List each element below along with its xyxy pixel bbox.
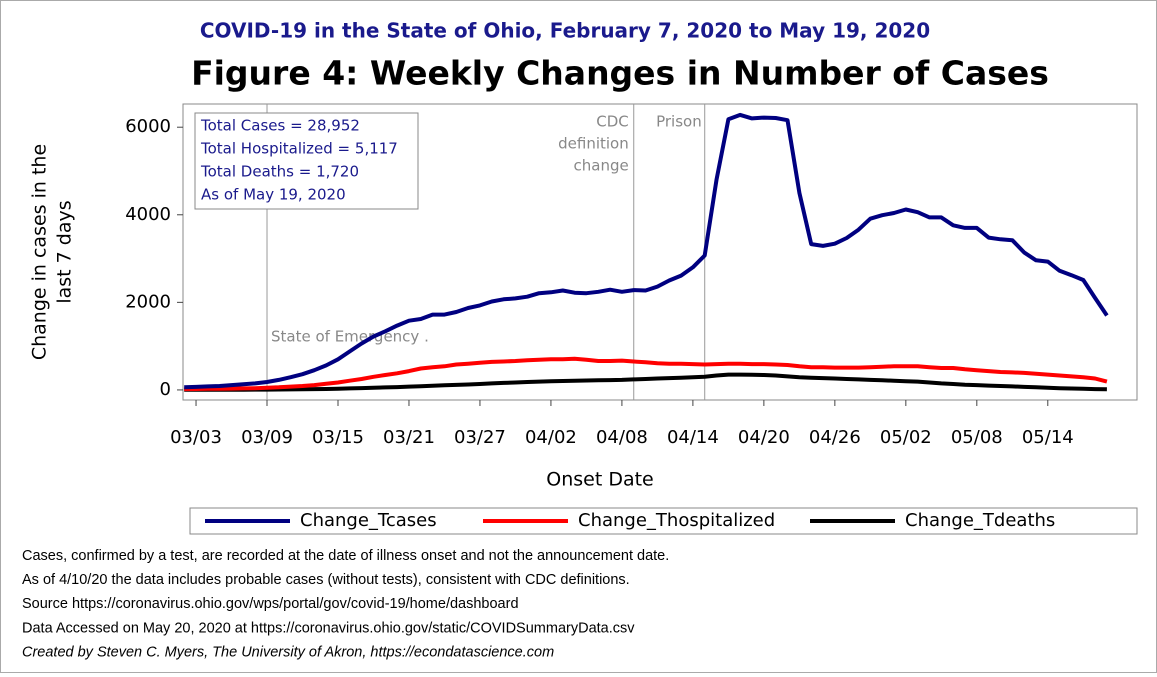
x-tick-label: 03/15: [312, 427, 364, 448]
x-tick-label: 04/14: [667, 427, 719, 448]
legend-label: Change_Thospitalized: [578, 510, 775, 531]
annotation: CDC: [596, 113, 629, 131]
x-tick-label: 03/03: [170, 427, 222, 448]
chart-title: Figure 4: Weekly Changes in Number of Ca…: [191, 54, 1049, 93]
info-text: Total Deaths = 1,720: [200, 163, 359, 181]
annotation: definition: [558, 135, 629, 153]
x-tick-label: 05/14: [1022, 427, 1074, 448]
footnote: Created by Steven C. Myers, The Universi…: [22, 645, 554, 661]
footnote: As of 4/10/20 the data includes probable…: [22, 572, 630, 588]
info-text: Total Cases = 28,952: [200, 117, 360, 135]
series-line: [184, 356, 1108, 392]
x-tick-label: 03/27: [454, 427, 506, 448]
info-box: [194, 112, 419, 210]
x-tick-label: 04/08: [596, 427, 648, 448]
x-tick-label: 05/02: [880, 427, 932, 448]
y-axis-label-line: Change in cases in the: [29, 144, 51, 360]
y-axis-label: Change in cases in the last 7 days: [29, 144, 76, 360]
info-text: Total Hospitalized = 5,117: [200, 140, 398, 158]
x-axis-label: Onset Date: [546, 469, 654, 491]
legend-label: Change_Tcases: [300, 510, 437, 531]
y-axis-label-line: last 7 days: [54, 200, 76, 303]
chart-subtitle: COVID-19 in the State of Ohio, February …: [200, 19, 930, 43]
footnote: Cases, confirmed by a test, are recorded…: [22, 548, 669, 564]
x-tick-label: 04/26: [809, 427, 861, 448]
series-line: [184, 112, 1109, 390]
y-tick-label: 2000: [125, 291, 171, 312]
x-tick-label: 03/21: [383, 427, 435, 448]
y-tick-label: 0: [160, 379, 171, 400]
series-line: [184, 372, 1107, 392]
y-tick-label: 6000: [125, 116, 171, 137]
x-tick-label: 04/02: [525, 427, 577, 448]
legend-box: [189, 507, 1138, 535]
footnote: Data Accessed on May 20, 2020 at https:/…: [22, 620, 635, 636]
footnote: Source https://coronavirus.ohio.gov/wps/…: [22, 596, 519, 612]
x-tick-label: 03/09: [241, 427, 293, 448]
legend-label: Change_Tdeaths: [905, 510, 1055, 531]
y-tick-label: 4000: [125, 204, 171, 225]
annotation: change: [574, 157, 629, 175]
x-tick-label: 04/20: [738, 427, 790, 448]
info-text: As of May 19, 2020: [201, 186, 346, 204]
annotation: Prison: [656, 113, 702, 131]
annotation: State of Emergency .: [271, 328, 429, 346]
plot-frame: [182, 103, 1138, 401]
x-tick-label: 05/08: [951, 427, 1003, 448]
